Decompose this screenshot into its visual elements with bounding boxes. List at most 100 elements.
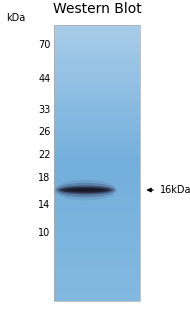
Bar bbox=[54, 288, 140, 289]
Bar bbox=[54, 248, 140, 249]
Bar bbox=[54, 126, 140, 127]
Bar bbox=[54, 229, 140, 230]
Bar bbox=[54, 214, 140, 215]
Bar bbox=[54, 69, 140, 70]
Bar bbox=[54, 213, 140, 214]
Bar bbox=[54, 146, 140, 147]
Text: 14: 14 bbox=[38, 201, 50, 210]
Bar bbox=[54, 170, 140, 171]
Bar bbox=[54, 68, 140, 69]
Bar bbox=[54, 201, 140, 202]
Bar bbox=[54, 247, 140, 248]
Bar bbox=[54, 216, 140, 217]
Bar bbox=[54, 252, 140, 253]
Bar bbox=[54, 173, 140, 174]
Bar bbox=[54, 262, 140, 263]
Bar bbox=[54, 148, 140, 149]
Bar bbox=[54, 255, 140, 256]
Bar bbox=[54, 167, 140, 168]
Bar bbox=[54, 136, 140, 137]
Ellipse shape bbox=[65, 188, 106, 192]
Bar bbox=[54, 246, 140, 247]
Ellipse shape bbox=[55, 183, 115, 197]
Bar bbox=[54, 131, 140, 132]
Bar bbox=[54, 47, 140, 48]
Bar bbox=[54, 128, 140, 129]
Bar bbox=[54, 240, 140, 241]
Bar bbox=[54, 34, 140, 35]
Bar bbox=[54, 275, 140, 276]
Bar bbox=[54, 228, 140, 229]
Bar bbox=[54, 142, 140, 143]
Bar bbox=[54, 111, 140, 112]
Bar bbox=[54, 77, 140, 78]
Bar bbox=[54, 159, 140, 160]
Bar bbox=[54, 179, 140, 180]
Bar bbox=[54, 35, 140, 36]
Bar bbox=[54, 244, 140, 245]
Bar bbox=[54, 25, 140, 26]
Text: 33: 33 bbox=[38, 105, 50, 115]
Bar bbox=[54, 188, 140, 189]
Bar bbox=[54, 160, 140, 161]
Bar bbox=[54, 230, 140, 231]
Bar bbox=[54, 227, 140, 228]
Bar bbox=[54, 218, 140, 219]
Bar bbox=[54, 242, 140, 243]
Bar bbox=[54, 140, 140, 141]
Bar bbox=[54, 151, 140, 152]
Bar bbox=[54, 222, 140, 223]
Ellipse shape bbox=[60, 187, 111, 193]
Text: 18: 18 bbox=[38, 173, 50, 183]
Bar bbox=[54, 113, 140, 114]
Bar bbox=[54, 138, 140, 139]
Bar bbox=[54, 271, 140, 272]
Bar bbox=[54, 50, 140, 51]
Bar bbox=[54, 66, 140, 67]
Bar bbox=[54, 175, 140, 176]
Bar bbox=[54, 90, 140, 91]
Bar bbox=[54, 123, 140, 124]
Text: 16kDa: 16kDa bbox=[160, 185, 190, 195]
Bar bbox=[54, 129, 140, 130]
Bar bbox=[54, 27, 140, 28]
Bar bbox=[54, 261, 140, 262]
Bar bbox=[54, 171, 140, 172]
Bar bbox=[54, 219, 140, 220]
Bar bbox=[54, 63, 140, 64]
Bar bbox=[54, 37, 140, 38]
Bar bbox=[54, 30, 140, 31]
Bar bbox=[54, 270, 140, 271]
Bar bbox=[54, 59, 140, 60]
Bar bbox=[54, 257, 140, 258]
Bar bbox=[54, 56, 140, 57]
Bar bbox=[54, 256, 140, 257]
Bar bbox=[54, 268, 140, 269]
Bar bbox=[54, 40, 140, 41]
Bar bbox=[54, 265, 140, 266]
Bar bbox=[54, 186, 140, 187]
Bar bbox=[54, 61, 140, 62]
Bar bbox=[54, 118, 140, 119]
Bar bbox=[54, 57, 140, 58]
Bar bbox=[54, 87, 140, 88]
Bar bbox=[54, 135, 140, 136]
Text: 70: 70 bbox=[38, 40, 50, 50]
Bar bbox=[54, 29, 140, 30]
Text: 44: 44 bbox=[38, 74, 50, 84]
Bar bbox=[54, 263, 140, 264]
Bar bbox=[54, 156, 140, 157]
Bar bbox=[54, 287, 140, 288]
Bar bbox=[54, 127, 140, 128]
Bar bbox=[54, 178, 140, 179]
Bar bbox=[54, 181, 140, 182]
Bar bbox=[54, 51, 140, 52]
Bar bbox=[54, 285, 140, 286]
Bar bbox=[54, 231, 140, 232]
Bar bbox=[54, 258, 140, 259]
Bar bbox=[54, 284, 140, 285]
Bar bbox=[54, 169, 140, 170]
Bar bbox=[54, 200, 140, 201]
Bar bbox=[54, 96, 140, 97]
Bar bbox=[54, 115, 140, 116]
